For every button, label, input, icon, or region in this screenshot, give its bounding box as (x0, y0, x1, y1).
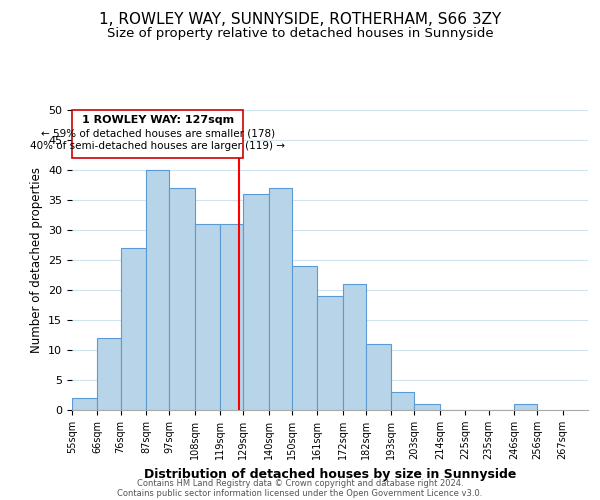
Bar (194, 224, 220, 410)
Bar (514, 404, 537, 410)
FancyBboxPatch shape (72, 110, 243, 158)
Bar (97, 338, 121, 410)
Bar (366, 344, 391, 410)
Text: 40% of semi-detached houses are larger (119) →: 40% of semi-detached houses are larger (… (30, 141, 285, 151)
Text: Contains public sector information licensed under the Open Government Licence v3: Contains public sector information licen… (118, 488, 482, 498)
Text: ← 59% of detached houses are smaller (178): ← 59% of detached houses are smaller (17… (41, 128, 275, 138)
Text: 1, ROWLEY WAY, SUNNYSIDE, ROTHERHAM, S66 3ZY: 1, ROWLEY WAY, SUNNYSIDE, ROTHERHAM, S66… (99, 12, 501, 28)
Bar (269, 188, 292, 410)
Bar (243, 194, 269, 410)
Bar (220, 224, 243, 410)
Bar (415, 404, 440, 410)
Bar (121, 248, 146, 410)
Bar (146, 170, 169, 410)
Bar (343, 284, 366, 410)
Bar (169, 188, 194, 410)
Text: Size of property relative to detached houses in Sunnyside: Size of property relative to detached ho… (107, 28, 493, 40)
X-axis label: Distribution of detached houses by size in Sunnyside: Distribution of detached houses by size … (144, 468, 516, 480)
Y-axis label: Number of detached properties: Number of detached properties (29, 167, 43, 353)
Text: 1 ROWLEY WAY: 127sqm: 1 ROWLEY WAY: 127sqm (82, 115, 233, 125)
Bar (391, 392, 415, 410)
Bar (72, 398, 97, 410)
Text: Contains HM Land Registry data © Crown copyright and database right 2024.: Contains HM Land Registry data © Crown c… (137, 478, 463, 488)
Bar (292, 266, 317, 410)
Bar (317, 296, 343, 410)
